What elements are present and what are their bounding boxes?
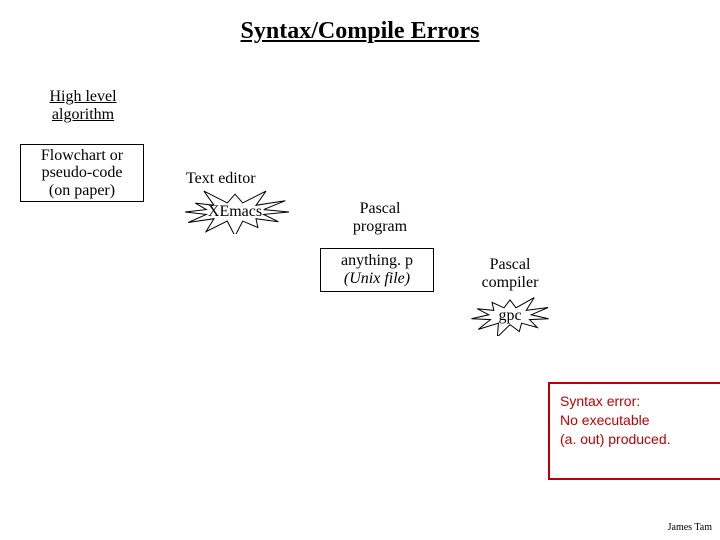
stage2-burst-label: XEmacs bbox=[208, 204, 262, 221]
stage4-burst: gpc bbox=[470, 296, 550, 336]
stage3-box: anything. p (Unix file) bbox=[320, 248, 434, 292]
stage4-label: Pascalcompiler bbox=[460, 256, 560, 292]
stage3-box-line1: anything. p bbox=[341, 252, 413, 270]
footer-credit: James Tam bbox=[0, 522, 712, 536]
stage1-label: High levelalgorithm bbox=[28, 88, 138, 124]
stage2-burst: XEmacs bbox=[180, 190, 290, 234]
stage3-label: Pascalprogram bbox=[330, 200, 430, 236]
page-title: Syntax/Compile Errors bbox=[0, 18, 720, 48]
error-box: Syntax error: No executable (a. out) pro… bbox=[548, 382, 720, 480]
stage3-box-line2: (Unix file) bbox=[341, 270, 413, 288]
error-line2: No executable bbox=[560, 412, 710, 428]
stage4-burst-label: gpc bbox=[498, 308, 521, 325]
stage1-box: Flowchart orpseudo-code(on paper) bbox=[20, 144, 144, 202]
stage2-label: Text editor bbox=[186, 170, 296, 190]
error-line3: (a. out) produced. bbox=[560, 431, 710, 447]
error-line1: Syntax error: bbox=[560, 393, 710, 409]
